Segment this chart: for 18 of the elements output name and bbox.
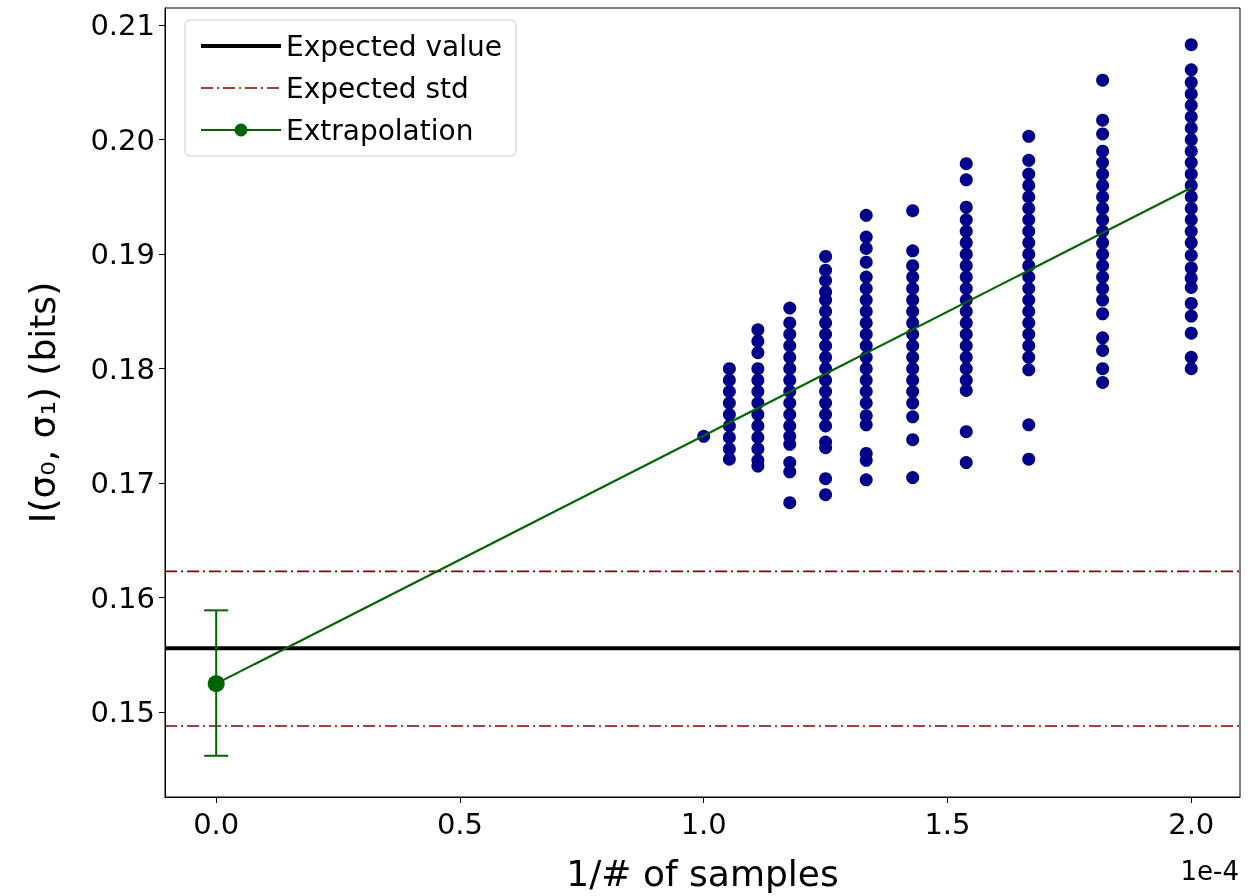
text: 1e-4 bbox=[1180, 856, 1240, 886]
y-tick-label: 0.16 bbox=[90, 580, 155, 615]
y-tick-label: 0.19 bbox=[90, 237, 155, 272]
y-axis-title: I(σ₀, σ₁) (bits) bbox=[21, 281, 63, 524]
y-tick-label: 0.17 bbox=[90, 466, 155, 501]
y-tick-label: 0.15 bbox=[90, 695, 155, 730]
x-tick-label: 1.0 bbox=[680, 806, 727, 841]
x-tick-label: 0.0 bbox=[193, 806, 240, 841]
y-tick-label: 0.20 bbox=[90, 122, 155, 157]
x-tick-label: 2.0 bbox=[1168, 806, 1215, 841]
y-tick-label: 0.21 bbox=[90, 8, 155, 43]
y-tick-label: 0.18 bbox=[90, 351, 155, 386]
legend-label: Extrapolation bbox=[286, 113, 474, 147]
x-tick-label: 1.5 bbox=[924, 806, 971, 841]
legend-label: Expected value bbox=[286, 29, 503, 63]
x-axis-title: 1/# of samples bbox=[566, 852, 839, 894]
x-tick-label: 0.5 bbox=[436, 806, 484, 841]
legend-label: Expected std bbox=[286, 71, 469, 105]
